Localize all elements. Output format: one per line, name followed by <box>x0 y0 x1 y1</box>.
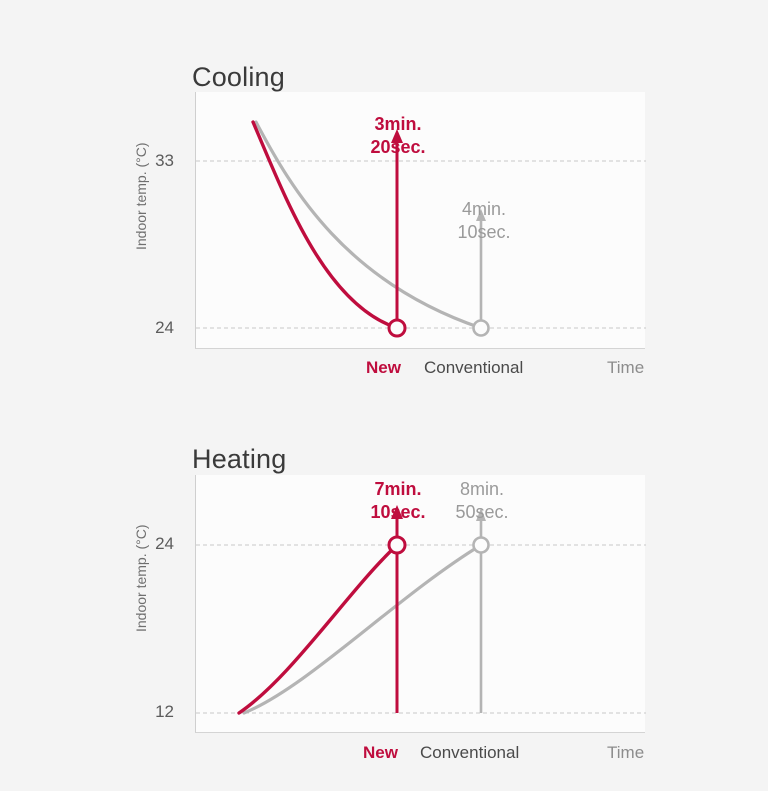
cooling-chart-title: Cooling <box>192 62 285 93</box>
cooling-conventional-callout-line1: 4min. <box>461 199 506 219</box>
cooling-conventional-callout-line2: 10sec. <box>457 221 511 242</box>
cooling-plot-area <box>195 92 646 349</box>
heating-new-callout-line2: 10sec. <box>370 501 426 522</box>
heating-new-arrow-icon <box>391 505 403 519</box>
cooling-new-curve <box>251 120 399 330</box>
cooling-y-tick-33: 33 <box>155 151 174 170</box>
cooling-new-arrow-icon <box>391 129 403 143</box>
heating-conventional-arrow-icon <box>476 508 486 521</box>
heating-x-axis-label: Time <box>607 743 645 762</box>
heating-conventional-callout-line1: 8min. <box>459 479 504 499</box>
cooling-new-callout-line2: 20sec. <box>370 136 426 157</box>
cooling-legend-new: New <box>366 358 401 377</box>
heating-legend-conventional: Conventional <box>420 743 520 762</box>
heating-new-curve <box>237 543 399 715</box>
heating-new-callout-line1: 7min. <box>374 479 422 499</box>
cooling-plot-svg <box>196 120 646 338</box>
cooling-x-axis-label: Time <box>607 358 645 377</box>
cooling-conventional-callout: 4min. 10sec. <box>432 198 536 243</box>
heating-y-tick-12: 12 <box>155 702 174 721</box>
heating-legend-new: New <box>363 743 398 762</box>
heating-chart-section: Heating Indoor temp. (°C) 24 12 <box>0 382 768 782</box>
cooling-legend-conventional: Conventional <box>424 358 524 377</box>
heating-plot-area <box>195 475 646 733</box>
heating-conventional-curve <box>242 543 483 715</box>
heating-conventional-callout-line2: 50sec. <box>455 501 509 522</box>
cooling-conventional-arrow-icon <box>476 209 486 221</box>
cooling-y-tick-24: 24 <box>155 318 174 337</box>
cooling-new-endpoint-marker <box>387 318 407 338</box>
cooling-new-callout-line1: 3min. <box>374 114 422 134</box>
heating-new-callout: 7min. 10sec. <box>346 478 450 523</box>
cooling-conventional-curve <box>254 120 483 330</box>
heating-y-tick-24: 24 <box>155 534 174 553</box>
cooling-new-callout: 3min. 20sec. <box>346 113 450 158</box>
heating-chart-title: Heating <box>192 444 287 475</box>
heating-conventional-callout: 8min. 50sec. <box>430 478 534 523</box>
heating-plot-svg <box>196 505 646 715</box>
cooling-conventional-endpoint-marker <box>472 319 490 337</box>
heating-new-endpoint-marker <box>387 535 407 555</box>
heating-conventional-endpoint-marker <box>472 536 490 554</box>
cooling-chart-section: Cooling Indoor temp. (°C) 33 24 <box>0 0 768 395</box>
